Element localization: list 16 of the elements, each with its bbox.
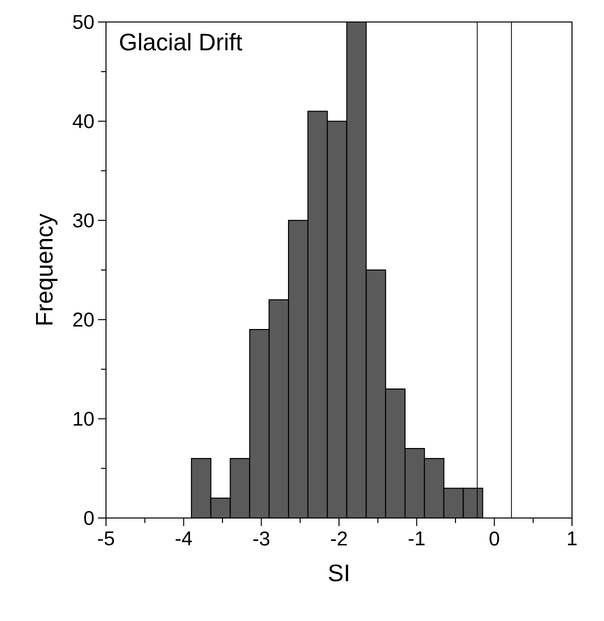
y-tick-label: 10 bbox=[74, 412, 94, 426]
x-tick-label: -1 bbox=[408, 532, 425, 546]
x-tick-label: 1 bbox=[568, 532, 577, 546]
x-tick-label: -5 bbox=[98, 532, 114, 546]
x-tick-label: -2 bbox=[331, 532, 347, 546]
x-tick-label: -3 bbox=[253, 532, 270, 546]
y-axis-title: Frequency bbox=[36, 214, 58, 325]
y-tick-label: 20 bbox=[73, 312, 94, 327]
y-tick-label: 50 bbox=[73, 14, 94, 30]
y-tick-label: 40 bbox=[72, 114, 94, 128]
x-tick-label: 0 bbox=[490, 532, 500, 546]
chart-title: Glacial Drift bbox=[120, 32, 242, 51]
y-tick-label: 0 bbox=[84, 510, 94, 526]
y-tick-label: 30 bbox=[73, 213, 94, 228]
x-axis-title: SI bbox=[328, 564, 348, 582]
x-tick-label: -4 bbox=[176, 532, 192, 546]
